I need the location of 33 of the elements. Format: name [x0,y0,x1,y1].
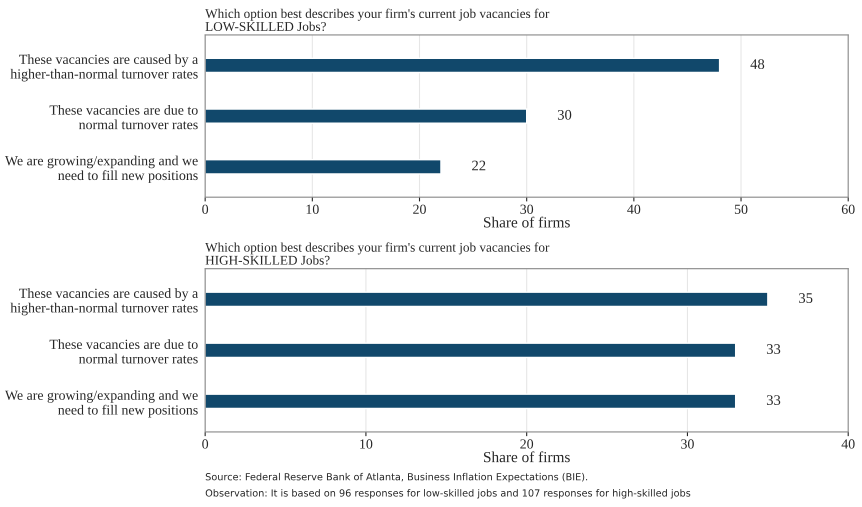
y-tick-label: We are growing/expanding and we need to fill new positions [4,156,198,183]
x-tick-label: 0 [202,439,208,449]
bar [205,108,528,124]
x-axis-title: Share of firms [484,451,570,462]
data-label: 22 [472,160,486,170]
x-tick-label: 50 [734,204,748,214]
x-tick-label: 30 [681,439,694,449]
y-tick-label: These vacancies are caused by a higher-than-normal turnover rates [10,54,198,82]
source-note: Source: Federal Reserve Bank of Atlanta, Business Inflation Expectations (BIE). [206,472,588,482]
y-tick-label: We are growing/expanding and we need to fill new positions [4,390,198,418]
x-tick-label: 0 [202,204,208,214]
x-tick-label: 10 [306,204,319,214]
x-tick-label: 60 [842,204,855,214]
bar [205,159,442,175]
data-label: 30 [558,110,572,120]
y-tick-label: These vacancies are caused by a higher-than-normal turnover rates [10,288,198,316]
x-tick-label: 10 [360,439,372,449]
x-axis-title: Share of firms [484,216,570,228]
x-tick-label: 40 [627,204,640,214]
y-tick-label: These vacancies are due to normal turnover rates [50,104,198,130]
chart-title: Which option best describes your firm's current job vacancies for HIGH-SKILLED Jobs? [205,242,550,265]
data-label: 33 [766,344,780,354]
x-tick-label: 20 [413,204,426,214]
data-label: 33 [766,395,780,406]
y-tick-label: These vacancies are due to normal turnover rates [50,339,198,364]
text: Observation: It is based on 96 responses for low-skilled jobs and 107 responses for high-skilled jobs [206,489,690,499]
chart-title: Which option best describes your firm's current job vacancies for LOW-SKILLED Jobs? [205,8,550,32]
x-tick-label: 30 [520,204,534,214]
x-tick-label: 40 [842,439,855,449]
data-label: 35 [799,293,812,303]
x-tick-label: 20 [520,439,534,449]
bar [205,58,720,74]
data-label: 48 [750,59,764,70]
